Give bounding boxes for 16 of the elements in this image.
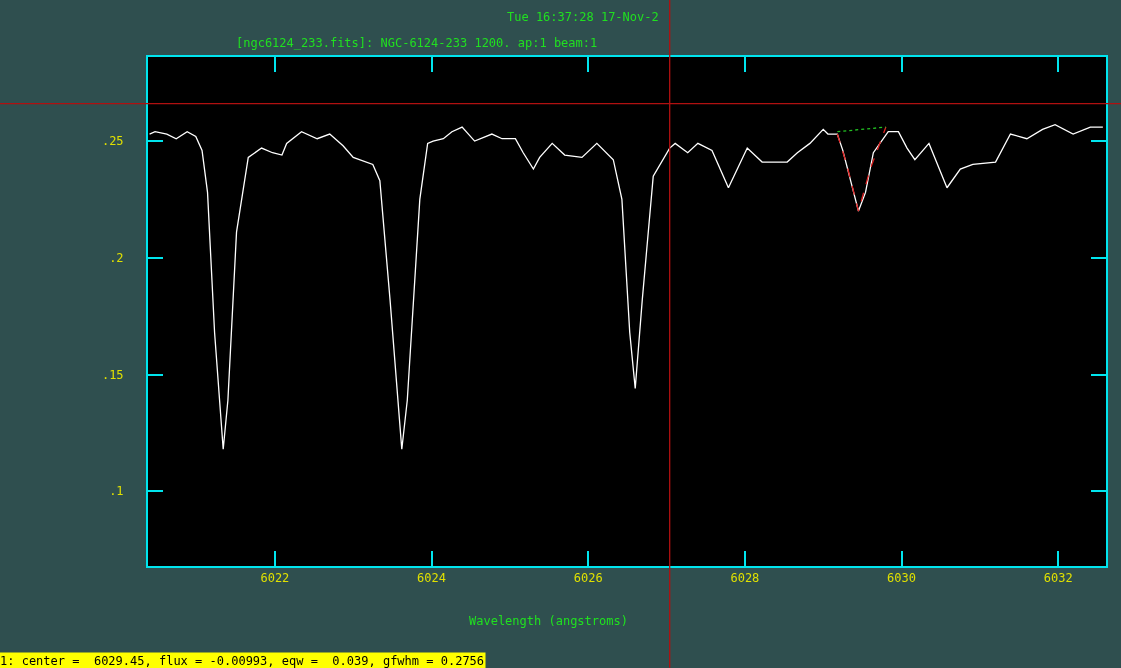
x-tick-label: 6024: [417, 571, 447, 586]
x-tick-label: 6032: [1043, 571, 1073, 586]
y-tick-label: .1: [109, 484, 124, 499]
x-tick-label: 6030: [887, 571, 916, 586]
line-series: [836, 126, 887, 212]
chart-subtitle: [ngc6124_233.fits]: NGC-6124-233 1200. ap:1 beam:1: [236, 36, 598, 50]
x-tick-label: 6022: [260, 571, 290, 586]
x-axis-title: Wavelength (angstroms): [469, 614, 628, 628]
text: 1: center = 6029.45, flux = -0.00993, eqw = 0.039, gfwhm = 0.2756: [0, 654, 485, 668]
y-tick-label: .15: [101, 367, 124, 382]
x-tick-label: 6028: [730, 571, 760, 586]
x-tick-label: 6026: [573, 571, 603, 586]
line-series: [148, 124, 1104, 450]
chart-title: Tue 16:37:28 17-Nov-2: [507, 10, 659, 24]
y-tick-label: .25: [101, 134, 124, 149]
y-tick-label: .2: [109, 251, 124, 265]
